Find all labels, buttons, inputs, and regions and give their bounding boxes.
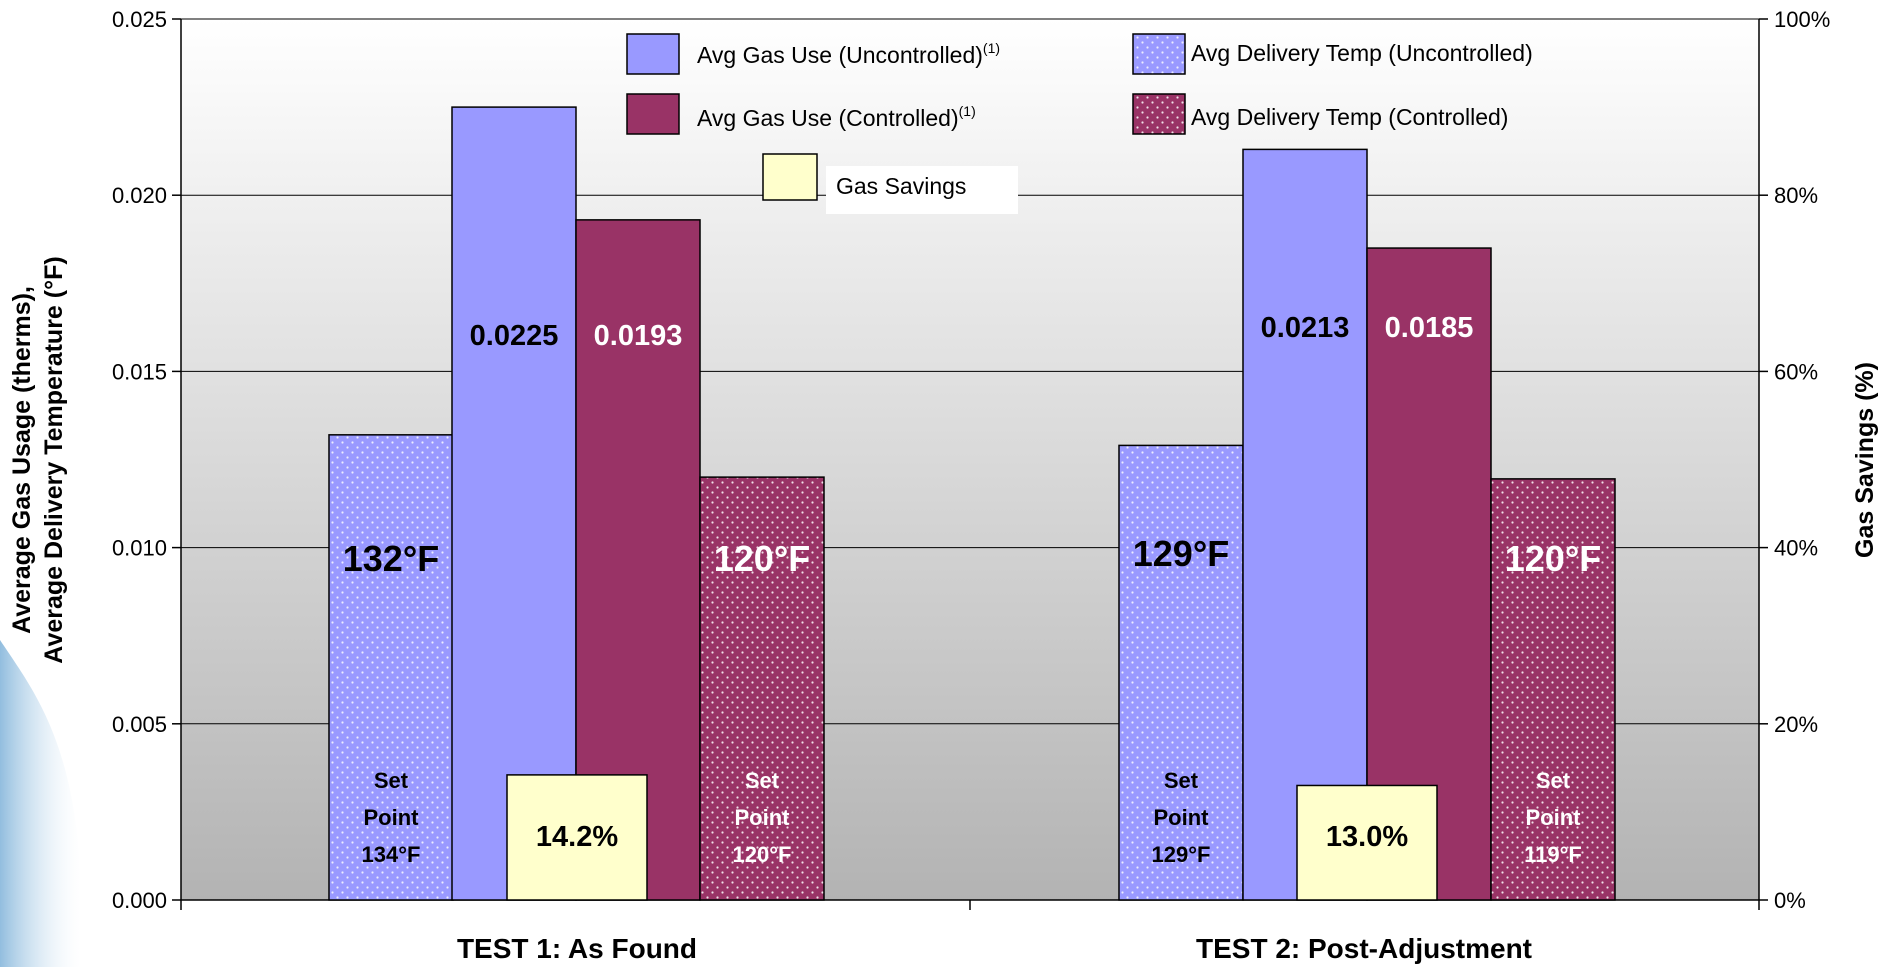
y2-axis-title: Gas Savings (%) [1851, 362, 1879, 558]
set-point-controlled-label: 120°F [733, 842, 792, 867]
legend-label-temp-controlled: Avg Delivery Temp (Controlled) [1191, 104, 1508, 130]
legend-footnote-gas-uncontrolled: (1) [983, 40, 1000, 56]
y-tick-label: 0.000 [112, 888, 167, 913]
set-point-uncontrolled-label: Point [1154, 805, 1210, 830]
gas-controlled-value-label: 0.0185 [1385, 312, 1474, 344]
legend-label-gas-savings: Gas Savings [836, 173, 966, 199]
gas-uncontrolled-value-label: 0.0213 [1261, 312, 1350, 344]
gas-savings-value-label: 13.0% [1326, 821, 1408, 853]
y2-tick-label: 100% [1774, 7, 1830, 32]
legend-text-gas-controlled: Avg Gas Use (Controlled) [697, 105, 959, 131]
set-point-controlled-label: Set [1536, 768, 1571, 793]
y-axis-title-line2: Average Delivery Temperature (°F) [40, 256, 68, 663]
left-axis-ticks: 0.000 0.005 0.010 0.015 0.020 0.025 [112, 7, 181, 913]
legend-swatch-gas-savings [762, 153, 818, 201]
gas-controlled-value-label: 0.0193 [594, 320, 683, 352]
bar-gas-use-uncontrolled [451, 106, 577, 901]
temp-controlled-label: 120°F [714, 538, 810, 579]
bar-delivery-temp-controlled [1490, 478, 1616, 901]
y2-tick-label: 80% [1774, 183, 1818, 208]
bar-gas-use-uncontrolled [1242, 148, 1368, 901]
set-point-controlled-label: Set [745, 768, 780, 793]
y2-tick-label: 20% [1774, 712, 1818, 737]
temp-controlled-label: 120°F [1505, 538, 1601, 579]
legend-label-gas-controlled: Avg Gas Use (Controlled)(1) [697, 103, 976, 131]
gas-uncontrolled-value-label: 0.0225 [470, 320, 559, 352]
y-tick-label: 0.015 [112, 359, 167, 384]
legend-swatch-temp-controlled [1132, 93, 1186, 135]
right-axis-ticks: 0% 20% 40% 60% 80% 100% [1759, 7, 1830, 913]
set-point-uncontrolled-label: Set [1164, 768, 1199, 793]
y-tick-label: 0.025 [112, 7, 167, 32]
set-point-uncontrolled-label: Set [374, 768, 409, 793]
set-point-controlled-label: Point [1526, 805, 1582, 830]
temp-uncontrolled-label: 132°F [343, 538, 439, 579]
category-label-test2: TEST 2: Post-Adjustment [1196, 933, 1532, 964]
y-tick-label: 0.005 [112, 712, 167, 737]
legend-label-gas-uncontrolled: Avg Gas Use (Uncontrolled)(1) [697, 40, 1000, 68]
legend-swatch-temp-uncontrolled [1132, 33, 1186, 75]
bars [328, 106, 1616, 901]
set-point-uncontrolled-label: Point [364, 805, 420, 830]
bar-gas-savings [1296, 784, 1438, 901]
bar-delivery-temp-uncontrolled [1118, 444, 1244, 901]
bar-labels: 132°F 120°F 0.0225 0.0193 14.2% Set Point 134°F… [343, 312, 1601, 867]
legend-swatch-gas-uncontrolled [626, 33, 680, 75]
bar-delivery-temp-controlled [699, 476, 825, 901]
legend-footnote-gas-controlled: (1) [959, 103, 976, 119]
y2-tick-label: 40% [1774, 536, 1818, 561]
bar-delivery-temp-uncontrolled [328, 434, 454, 901]
bar-gas-savings [506, 774, 648, 901]
y-tick-label: 0.020 [112, 183, 167, 208]
legend-box-gas-savings [826, 166, 1018, 214]
decorative-background-swirl [0, 640, 82, 967]
set-point-controlled-label: 119°F [1524, 842, 1582, 867]
y-tick-label: 0.010 [112, 536, 167, 561]
y2-tick-label: 0% [1774, 888, 1806, 913]
set-point-uncontrolled-label: 129°F [1152, 842, 1211, 867]
legend-text-gas-uncontrolled: Avg Gas Use (Uncontrolled) [697, 42, 983, 68]
legend-label-temp-uncontrolled: Avg Delivery Temp (Uncontrolled) [1191, 40, 1533, 66]
set-point-controlled-label: Point [735, 805, 791, 830]
set-point-uncontrolled-label: 134°F [362, 842, 421, 867]
legend-swatch-gas-controlled [626, 93, 680, 135]
y-axis-title-line1: Average Gas Usage (therms), [8, 286, 36, 634]
gas-savings-value-label: 14.2% [536, 821, 618, 853]
legend: Avg Gas Use (Uncontrolled)(1) Avg Gas Us… [626, 33, 1533, 214]
category-label-test1: TEST 1: As Found [457, 933, 697, 964]
temp-uncontrolled-label: 129°F [1133, 533, 1229, 574]
y2-tick-label: 60% [1774, 359, 1818, 384]
